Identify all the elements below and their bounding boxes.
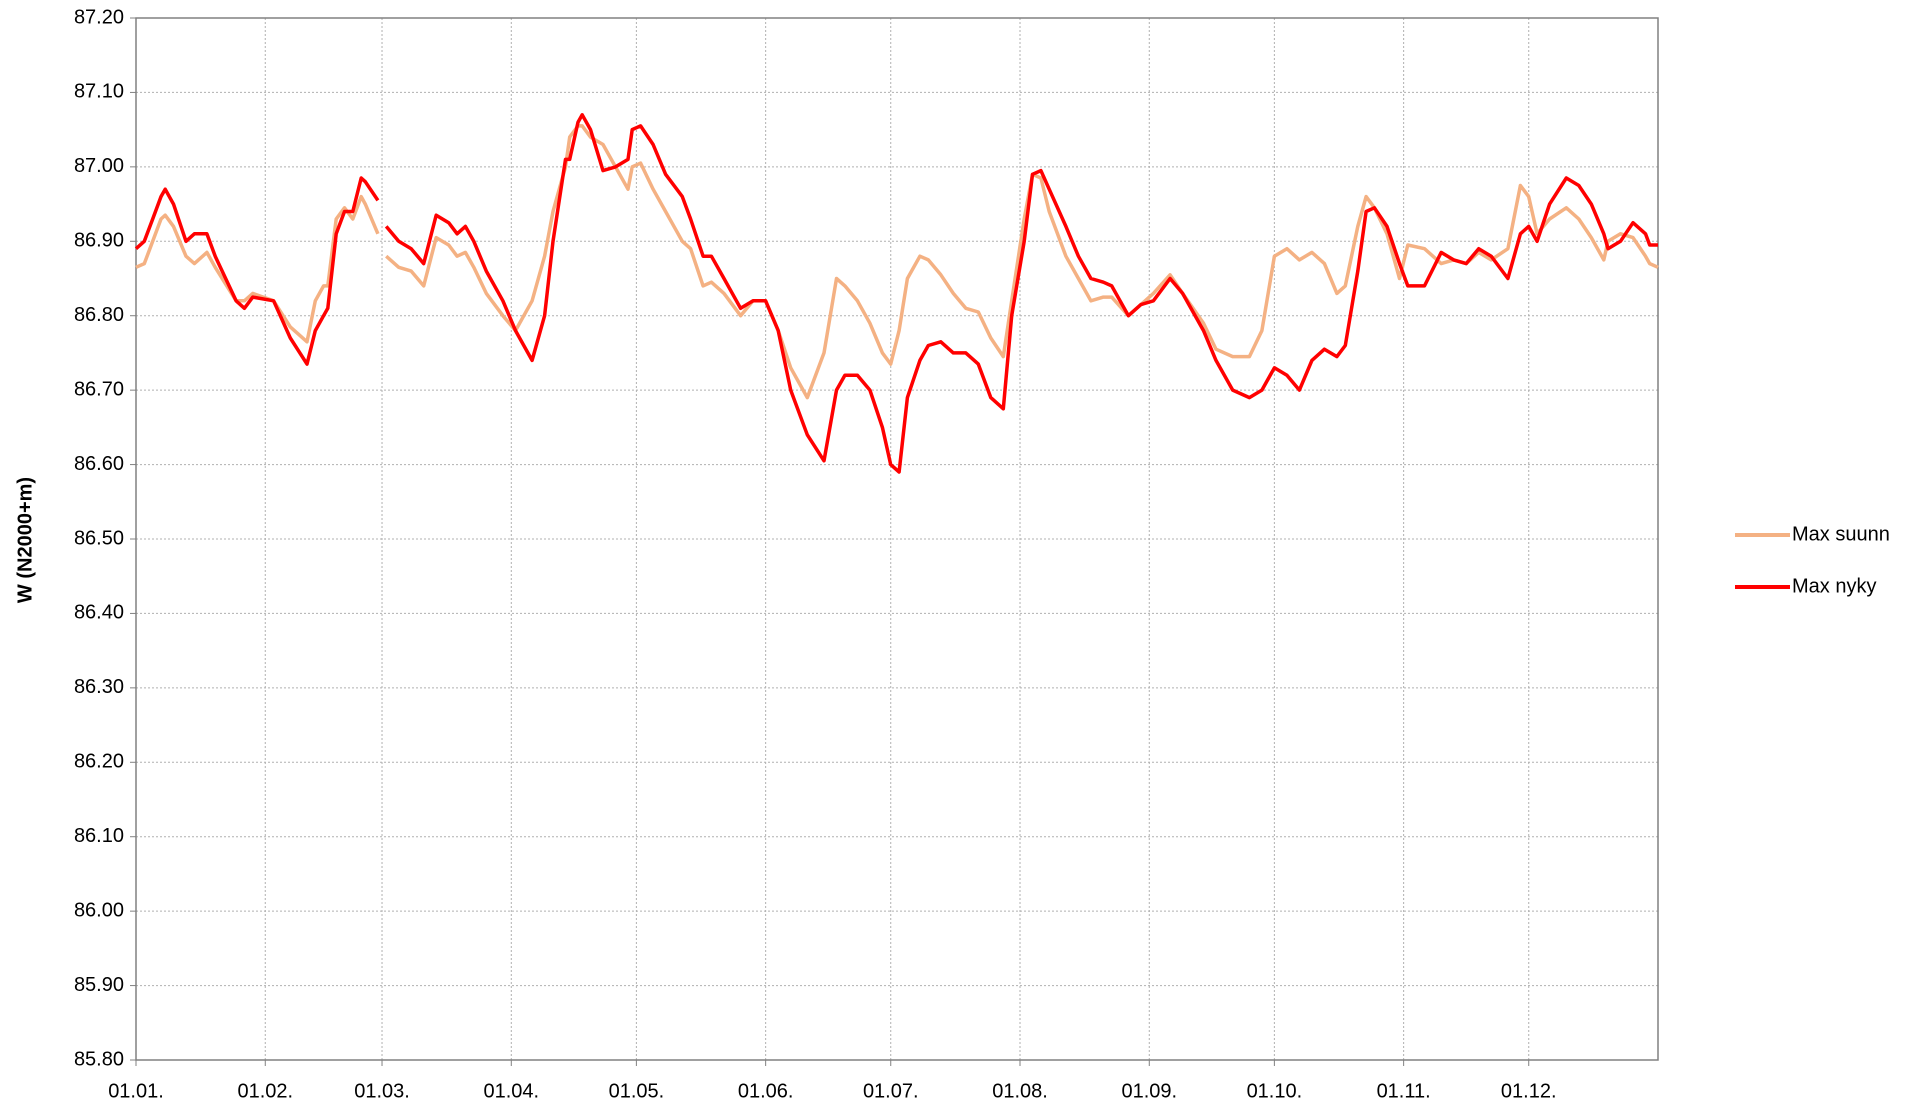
y-tick-label: 86.30 xyxy=(74,676,124,698)
y-tick-label: 87.10 xyxy=(74,81,124,103)
y-tick-label: 86.60 xyxy=(74,453,124,475)
x-tick-label: 01.01. xyxy=(108,1080,164,1102)
legend-label: Max suunn xyxy=(1792,523,1890,545)
y-tick-label: 87.00 xyxy=(74,155,124,177)
plot-border xyxy=(135,17,1659,1061)
y-tick-label: 86.80 xyxy=(74,304,124,326)
x-tick-label: 01.05. xyxy=(609,1080,665,1102)
y-tick-label: 85.90 xyxy=(74,974,124,996)
y-tick-label: 86.20 xyxy=(74,751,124,773)
x-tick-label: 01.02. xyxy=(237,1080,293,1102)
y-tick-label: 86.50 xyxy=(74,527,124,549)
x-tick-label: 01.04. xyxy=(483,1080,539,1102)
y-tick-label: 86.40 xyxy=(74,602,124,624)
x-tick-label: 01.09. xyxy=(1121,1080,1177,1102)
legend-label: Max nyky xyxy=(1792,575,1876,597)
y-tick-label: 86.70 xyxy=(74,378,124,400)
x-tick-label: 01.10. xyxy=(1247,1080,1303,1102)
x-tick-label: 01.07. xyxy=(863,1080,919,1102)
x-tick-label: 01.11. xyxy=(1377,1080,1431,1102)
x-tick-label: 01.03. xyxy=(354,1080,410,1102)
y-axis-label: W (N2000+m) xyxy=(14,477,36,603)
x-tick-label: 01.06. xyxy=(738,1080,794,1102)
y-tick-label: 86.00 xyxy=(74,899,124,921)
y-tick-label: 86.90 xyxy=(74,230,124,252)
y-tick-label: 85.80 xyxy=(74,1048,124,1070)
x-tick-label: 01.08. xyxy=(992,1080,1048,1102)
y-tick-label: 87.20 xyxy=(74,6,124,28)
y-tick-label: 86.10 xyxy=(74,825,124,847)
series-line xyxy=(134,113,1658,474)
x-tick-label: 01.12. xyxy=(1501,1080,1557,1102)
